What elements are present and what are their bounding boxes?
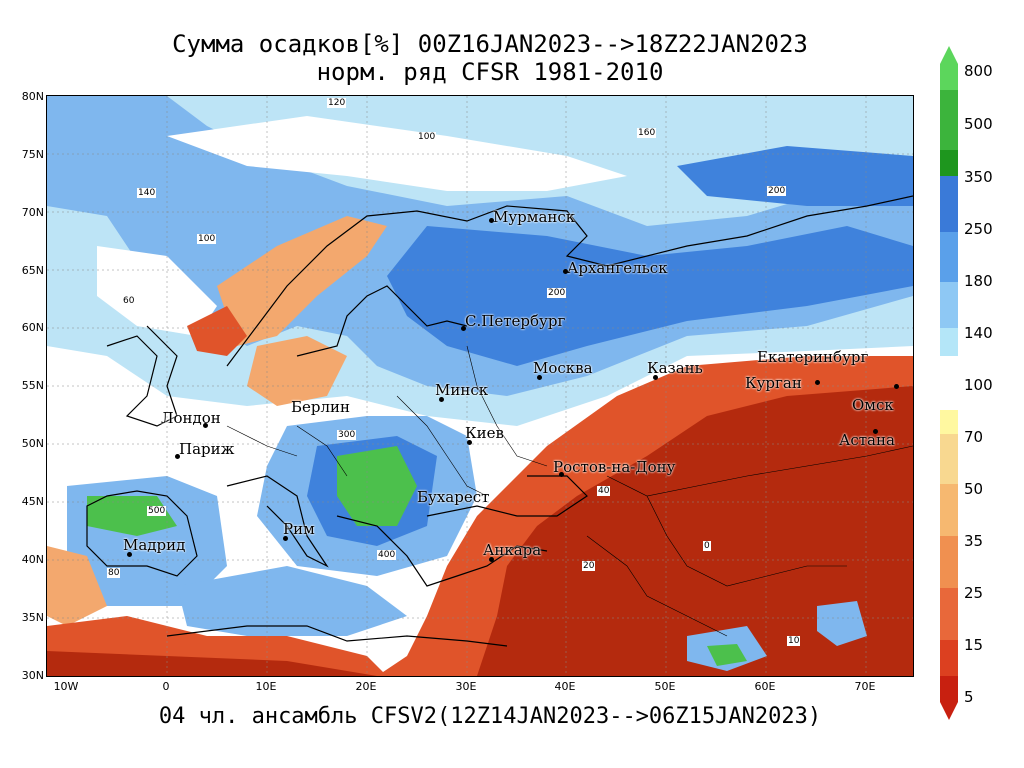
legend-label: 350 bbox=[964, 168, 993, 186]
city-moscow: Москва bbox=[533, 359, 593, 380]
contour-label: 140 bbox=[137, 188, 157, 198]
legend-swatch bbox=[940, 484, 958, 536]
lat-label: 40N bbox=[21, 553, 44, 566]
city-astana: Астана bbox=[839, 429, 895, 449]
contour-label: 100 bbox=[197, 234, 217, 244]
lon-label: 70E bbox=[854, 680, 876, 693]
city-yekaterinburg: Екатеринбург bbox=[757, 348, 869, 366]
legend-swatch bbox=[940, 676, 958, 702]
legend-swatch bbox=[940, 588, 958, 640]
contour-label: 500 bbox=[147, 506, 167, 516]
city-kazan: Казань bbox=[647, 359, 703, 380]
lat-label: 75N bbox=[21, 148, 44, 161]
contour-label: 40 bbox=[597, 486, 611, 496]
legend-label: 70 bbox=[964, 428, 984, 446]
contour-label: 200 bbox=[767, 186, 787, 196]
lon-label: 40E bbox=[554, 680, 576, 693]
chart-title: Сумма осадков[%] 00Z16JAN2023-->18Z22JAN… bbox=[172, 30, 808, 58]
lat-label: 80N bbox=[21, 90, 44, 103]
city-berlin: Берлин bbox=[291, 398, 351, 416]
city-rostov: Ростов-на-Дону bbox=[553, 458, 676, 477]
legend-label: 250 bbox=[964, 220, 993, 238]
contour-label: 60 bbox=[122, 296, 136, 306]
lat-label: 30N bbox=[21, 669, 44, 682]
contour-label: 80 bbox=[107, 568, 121, 578]
legend-label: 500 bbox=[964, 115, 993, 133]
city-rome: Рим bbox=[283, 520, 315, 541]
lat-label: 65N bbox=[21, 264, 44, 277]
legend-arrow-down bbox=[940, 702, 958, 720]
legend-swatch bbox=[940, 434, 958, 484]
lat-label: 60N bbox=[21, 321, 44, 334]
contour-label: 400 bbox=[377, 550, 397, 560]
city-arkhangelsk: Архангельск bbox=[563, 259, 668, 277]
city-bucharest: Бухарест bbox=[417, 488, 490, 506]
precipitation-map: 120 100 200 160 140 100 200 60 300 500 4… bbox=[46, 95, 914, 677]
city-minsk: Минск bbox=[435, 381, 488, 402]
lon-label: 10W bbox=[53, 680, 79, 693]
legend-swatch bbox=[940, 536, 958, 588]
contour-label: 20 bbox=[582, 561, 596, 571]
legend-arrow-up bbox=[940, 46, 958, 64]
contour-label: 10 bbox=[787, 636, 801, 646]
legend-label: 5 bbox=[964, 688, 974, 706]
legend-label: 25 bbox=[964, 584, 984, 602]
lat-label: 45N bbox=[21, 495, 44, 508]
color-legend: 800 500 350 250 180 140 100 70 50 35 25 … bbox=[930, 40, 1024, 730]
city-madrid: Мадрид bbox=[123, 536, 185, 557]
city-kyiv: Киев bbox=[465, 424, 504, 445]
legend-label: 35 bbox=[964, 532, 984, 550]
city-paris: Париж bbox=[175, 440, 234, 459]
legend-label: 180 bbox=[964, 272, 993, 290]
city-murmansk: Мурманск bbox=[489, 208, 575, 226]
lon-label: 60E bbox=[754, 680, 776, 693]
legend-swatch bbox=[940, 410, 958, 434]
legend-swatch bbox=[940, 176, 958, 232]
contour-label: 0 bbox=[703, 541, 711, 551]
city-kurgan: Курган bbox=[745, 374, 820, 392]
chart-footer: 04 чл. ансамбль CFSV2(12Z14JAN2023-->06Z… bbox=[158, 704, 822, 729]
city-omsk: Омск bbox=[852, 384, 899, 414]
lat-label: 55N bbox=[21, 379, 44, 392]
chart-subtitle: норм. ряд CFSR 1981-2010 bbox=[316, 58, 664, 86]
lat-label: 35N bbox=[21, 611, 44, 624]
lon-label: 10E bbox=[255, 680, 277, 693]
legend-swatch bbox=[940, 232, 958, 282]
lat-label: 70N bbox=[21, 206, 44, 219]
legend-swatch bbox=[940, 150, 958, 176]
city-london: Лондон bbox=[161, 409, 221, 428]
city-ankara: Анкара bbox=[483, 541, 541, 562]
legend-swatch bbox=[940, 90, 958, 150]
contour-label: 100 bbox=[417, 132, 437, 142]
lon-label: 30E bbox=[455, 680, 477, 693]
lat-label: 50N bbox=[21, 437, 44, 450]
legend-label: 100 bbox=[964, 376, 993, 394]
contour-label: 120 bbox=[327, 98, 347, 108]
legend-label: 50 bbox=[964, 480, 984, 498]
contour-label: 200 bbox=[547, 288, 567, 298]
legend-swatch bbox=[940, 282, 958, 328]
lon-label: 50E bbox=[654, 680, 676, 693]
legend-swatch bbox=[940, 328, 958, 356]
legend-label: 800 bbox=[964, 62, 993, 80]
legend-label: 15 bbox=[964, 636, 984, 654]
city-st-petersburg: С.Петербург bbox=[461, 312, 565, 331]
legend-label: 140 bbox=[964, 324, 993, 342]
lon-label: 20E bbox=[355, 680, 377, 693]
contour-label: 160 bbox=[637, 128, 657, 138]
lon-label: 0 bbox=[162, 680, 170, 693]
legend-swatch bbox=[940, 64, 958, 90]
contour-label: 300 bbox=[337, 430, 357, 440]
legend-swatch bbox=[940, 640, 958, 676]
